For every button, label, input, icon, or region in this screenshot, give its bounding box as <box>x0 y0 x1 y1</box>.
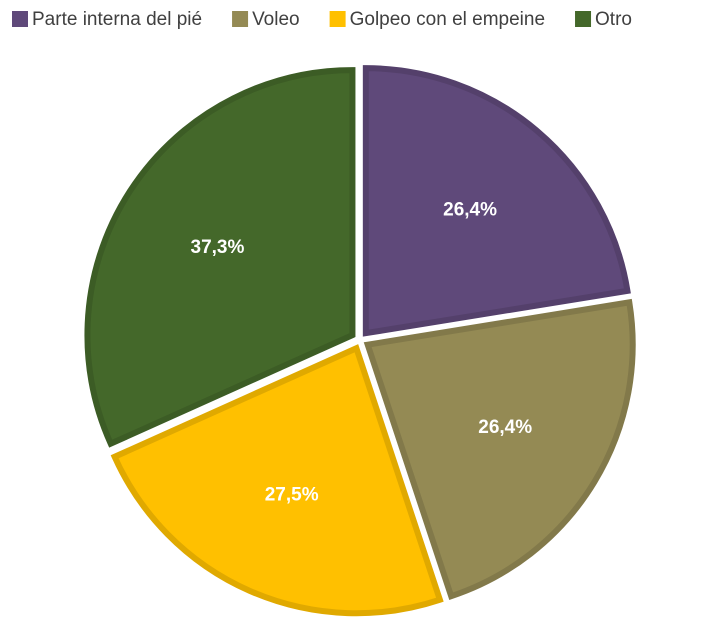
pie-slice <box>362 65 631 337</box>
legend-swatch <box>329 11 346 27</box>
data-label: 26,4% <box>443 200 497 221</box>
legend-label: Voleo <box>252 9 300 30</box>
data-label: 26,4% <box>478 417 532 438</box>
pie-slice <box>110 344 444 617</box>
legend-label: Parte interna del pié <box>32 9 202 30</box>
pie-slice <box>363 298 636 600</box>
legend-swatch <box>12 11 28 27</box>
legend-swatch <box>232 11 249 27</box>
data-label: 37,3% <box>191 237 245 258</box>
legend-swatch <box>575 11 592 27</box>
legend-label: Golpeo con el empeine <box>350 9 545 30</box>
data-label: 27,5% <box>265 484 319 505</box>
legend-label: Otro <box>595 9 632 30</box>
pie-slice <box>84 67 356 448</box>
